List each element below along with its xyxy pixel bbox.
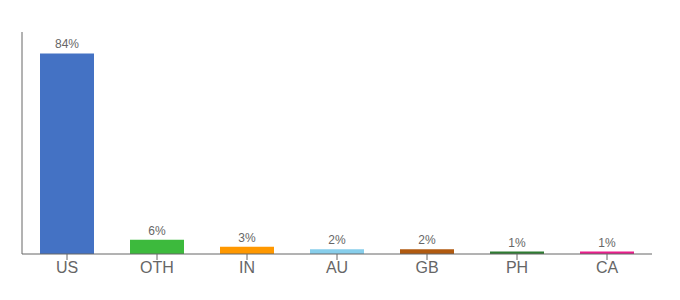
svg-text:AU: AU xyxy=(326,259,348,276)
svg-text:1%: 1% xyxy=(508,236,526,250)
svg-text:1%: 1% xyxy=(598,236,616,250)
svg-text:84%: 84% xyxy=(55,37,79,51)
svg-text:GB: GB xyxy=(415,259,438,276)
svg-text:CA: CA xyxy=(596,259,619,276)
svg-text:6%: 6% xyxy=(148,224,166,238)
svg-text:IN: IN xyxy=(239,259,255,276)
svg-text:3%: 3% xyxy=(238,231,256,245)
svg-text:2%: 2% xyxy=(328,233,346,247)
svg-text:US: US xyxy=(56,259,78,276)
svg-text:2%: 2% xyxy=(418,233,436,247)
svg-text:OTH: OTH xyxy=(140,259,174,276)
svg-text:PH: PH xyxy=(506,259,528,276)
